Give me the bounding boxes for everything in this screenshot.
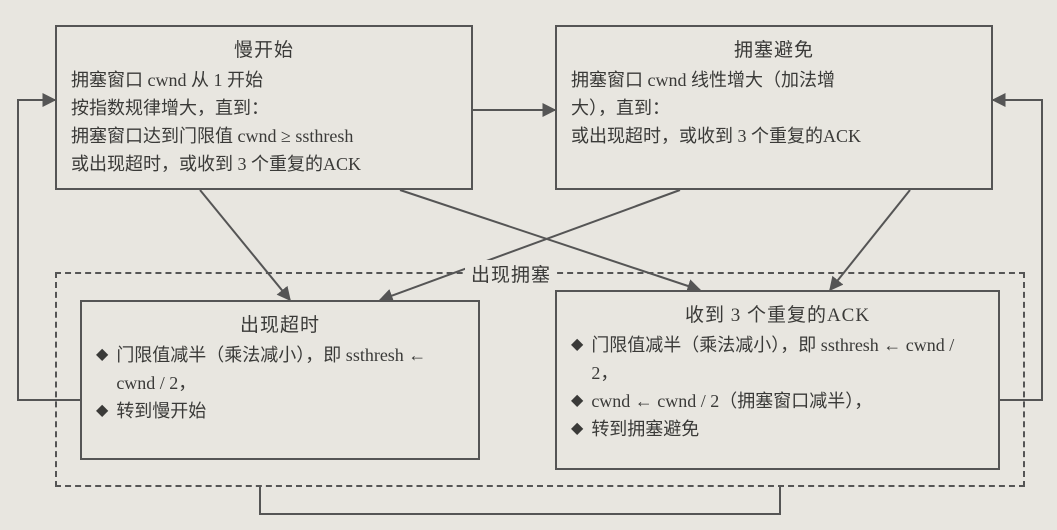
bullet-item: ◆ 转到慢开始 [96,397,464,425]
bullet-item: ◆ 转到拥塞避免 [571,415,984,443]
text-line: 或出现超时，或收到 3 个重复的ACK [571,122,977,150]
text-line: 拥塞窗口 cwnd 从 1 开始 [71,66,457,94]
diamond-bullet-icon: ◆ [571,415,583,443]
bullet-text: 门限值减半（乘法减小），即 ssthresh ← cwnd / 2， [591,331,984,387]
node-body: ◆ 门限值减半（乘法减小），即 ssthresh ← cwnd / 2， ◆ 转… [96,341,464,425]
diamond-bullet-icon: ◆ [96,341,108,369]
node-timeout: 出现超时 ◆ 门限值减半（乘法减小），即 ssthresh ← cwnd / 2… [80,300,480,460]
node-congestion-avoidance: 拥塞避免 拥塞窗口 cwnd 线性增大（加法增 大），直到： 或出现超时，或收到… [555,25,993,190]
diamond-bullet-icon: ◆ [571,331,583,359]
node-slow-start: 慢开始 拥塞窗口 cwnd 从 1 开始 按指数规律增大，直到： 拥塞窗口达到门… [55,25,473,190]
node-body: ◆ 门限值减半（乘法减小），即 ssthresh ← cwnd / 2， ◆ c… [571,331,984,443]
node-title: 慢开始 [71,35,457,62]
node-title: 出现超时 [96,310,464,337]
text-line: 大），直到： [571,94,977,122]
node-title: 拥塞避免 [571,35,977,62]
diamond-bullet-icon: ◆ [571,387,583,415]
diagram-canvas: 慢开始 拥塞窗口 cwnd 从 1 开始 按指数规律增大，直到： 拥塞窗口达到门… [0,0,1057,530]
text-line: 或出现超时，或收到 3 个重复的ACK [71,150,457,178]
bullet-text: 转到慢开始 [116,397,206,425]
bullet-item: ◆ 门限值减半（乘法减小），即 ssthresh ← cwnd / 2， [96,341,464,397]
bullet-item: ◆ cwnd ← cwnd / 2（拥塞窗口减半）， [571,387,984,415]
node-title: 收到 3 个重复的ACK [571,300,984,327]
text-line: 拥塞窗口达到门限值 cwnd ≥ ssthresh [71,122,457,150]
bullet-item: ◆ 门限值减半（乘法减小），即 ssthresh ← cwnd / 2， [571,331,984,387]
bullet-text: cwnd ← cwnd / 2（拥塞窗口减半）， [591,387,872,415]
node-dup-ack: 收到 3 个重复的ACK ◆ 门限值减半（乘法减小），即 ssthresh ← … [555,290,1000,470]
node-body: 拥塞窗口 cwnd 从 1 开始 按指数规律增大，直到： 拥塞窗口达到门限值 c… [71,66,457,178]
text-line: 按指数规律增大，直到： [71,94,457,122]
group-label: 出现拥塞 [465,260,557,287]
diamond-bullet-icon: ◆ [96,397,108,425]
text-line: 拥塞窗口 cwnd 线性增大（加法增 [571,66,977,94]
bullet-text: 转到拥塞避免 [591,415,699,443]
bullet-text: 门限值减半（乘法减小），即 ssthresh ← cwnd / 2， [116,341,464,397]
node-body: 拥塞窗口 cwnd 线性增大（加法增 大），直到： 或出现超时，或收到 3 个重… [571,66,977,150]
